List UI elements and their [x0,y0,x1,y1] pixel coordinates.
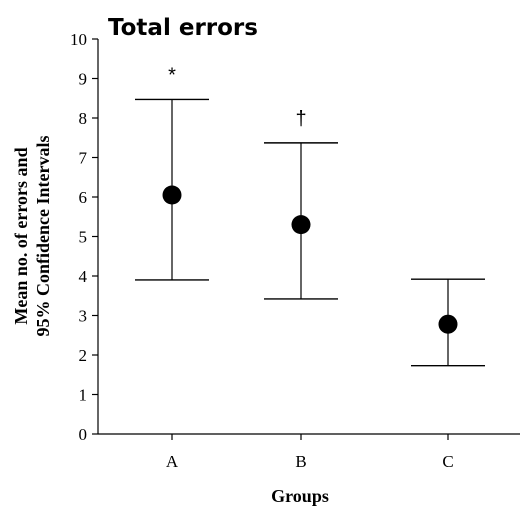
y-tick-label: 4 [79,267,88,286]
chart-title: Total errors [108,15,258,41]
x-ticks: A B C [166,434,454,471]
x-axis-label: Groups [271,486,329,506]
y-axis-label-line-2: 95% Confidence Intervals [33,136,53,337]
x-tick-label: A [166,452,179,471]
y-tick-label: 6 [79,188,88,207]
data-marks: *† [135,64,485,367]
y-ticks: 0 1 2 3 4 5 6 7 8 9 10 [70,30,98,444]
y-tick-label: 9 [79,70,88,89]
axes [97,39,520,435]
x-tick-label: C [442,452,453,471]
data-point [438,314,458,334]
y-tick-label: 0 [79,425,88,444]
y-tick-label: 10 [70,30,87,49]
y-tick-label: 7 [79,149,88,168]
y-tick-label: 2 [79,346,88,365]
data-point [291,215,311,235]
x-tick-label: B [295,452,306,471]
y-tick-label: 8 [79,109,88,128]
significance-marker: † [295,108,306,130]
significance-marker: * [168,64,176,86]
y-tick-label: 5 [79,228,88,247]
y-axis-label-line-1: Mean no. of errors and [11,147,31,324]
y-tick-label: 1 [79,386,88,405]
y-tick-label: 3 [79,307,88,326]
data-point [162,185,182,205]
